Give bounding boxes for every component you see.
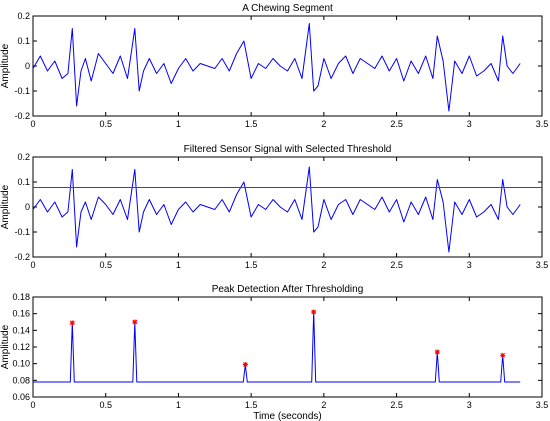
y-tick-label: 0.16 bbox=[12, 309, 30, 319]
y-tick-label: 0 bbox=[25, 61, 30, 71]
y-tick-label: -0.2 bbox=[14, 111, 30, 121]
y-tick-label: 0.12 bbox=[12, 342, 30, 352]
x-tick-label: 3 bbox=[467, 400, 472, 410]
peak-marker bbox=[242, 362, 248, 367]
peak-marker bbox=[434, 349, 440, 355]
y-tick-label: 0.14 bbox=[12, 325, 30, 335]
x-tick-label: 1 bbox=[176, 400, 181, 410]
x-tick-label: 2.5 bbox=[390, 400, 403, 410]
x-tick-label: 3 bbox=[467, 260, 472, 270]
peak-marker bbox=[132, 319, 138, 325]
peak-marker bbox=[500, 352, 506, 358]
y-tick-label: -0.1 bbox=[14, 86, 30, 96]
y-tick-label: -0.2 bbox=[14, 252, 30, 262]
y-tick-label: 0.10 bbox=[12, 359, 30, 369]
x-tick-label: 2 bbox=[321, 400, 326, 410]
chart-title-3: Peak Detection After Thresholding bbox=[212, 284, 364, 295]
x-tick-label: 3.5 bbox=[536, 260, 549, 270]
x-tick-label: 0.5 bbox=[99, 119, 112, 129]
x-tick-label: 1.5 bbox=[245, 119, 258, 129]
y-tick-label: 0.18 bbox=[12, 292, 30, 302]
chart-title-2: Filtered Sensor Signal with Selected Thr… bbox=[184, 144, 392, 155]
x-tick-label: 0.5 bbox=[99, 400, 112, 410]
x-tick-label: 2 bbox=[321, 260, 326, 270]
x-tick-label: 1 bbox=[176, 260, 181, 270]
peak-marker bbox=[311, 309, 317, 315]
y-tick-label: 0.06 bbox=[12, 392, 30, 402]
y-tick-label: 0.08 bbox=[12, 375, 30, 385]
y-axis-label: Amplitude bbox=[0, 324, 11, 369]
y-axis-label: Amplitude bbox=[0, 43, 11, 88]
x-tick-label: 0 bbox=[30, 260, 35, 270]
y-tick-label: 0.1 bbox=[17, 177, 30, 187]
y-tick-label: 0.2 bbox=[17, 152, 30, 162]
x-tick-label: 1.5 bbox=[245, 400, 258, 410]
x-tick-label: 0.5 bbox=[99, 260, 112, 270]
x-tick-label: 3.5 bbox=[536, 400, 549, 410]
x-tick-label: 0 bbox=[30, 400, 35, 410]
y-tick-label: 0.1 bbox=[17, 36, 30, 46]
x-tick-label: 1.5 bbox=[245, 260, 258, 270]
y-tick-label: 0 bbox=[25, 202, 30, 212]
signal-line-2 bbox=[32, 166, 521, 253]
x-tick-label: 2 bbox=[321, 119, 326, 129]
x-tick-label: 2.5 bbox=[390, 119, 403, 129]
x-tick-label: 2.5 bbox=[390, 260, 403, 270]
x-axis-label: Time (seconds) bbox=[253, 411, 322, 421]
x-tick-label: 1 bbox=[176, 119, 181, 129]
x-tick-label: 0 bbox=[30, 119, 35, 129]
y-axis-label: Amplitude bbox=[0, 184, 11, 229]
y-tick-label: -0.1 bbox=[14, 227, 30, 237]
x-tick-label: 3.5 bbox=[536, 119, 549, 129]
y-tick-label: 0.2 bbox=[17, 11, 30, 21]
peak-marker bbox=[69, 320, 75, 326]
signal-line-1 bbox=[32, 23, 521, 112]
x-tick-label: 3 bbox=[467, 119, 472, 129]
chart-title-1: A Chewing Segment bbox=[242, 3, 333, 14]
peak-signal-line bbox=[33, 311, 521, 383]
